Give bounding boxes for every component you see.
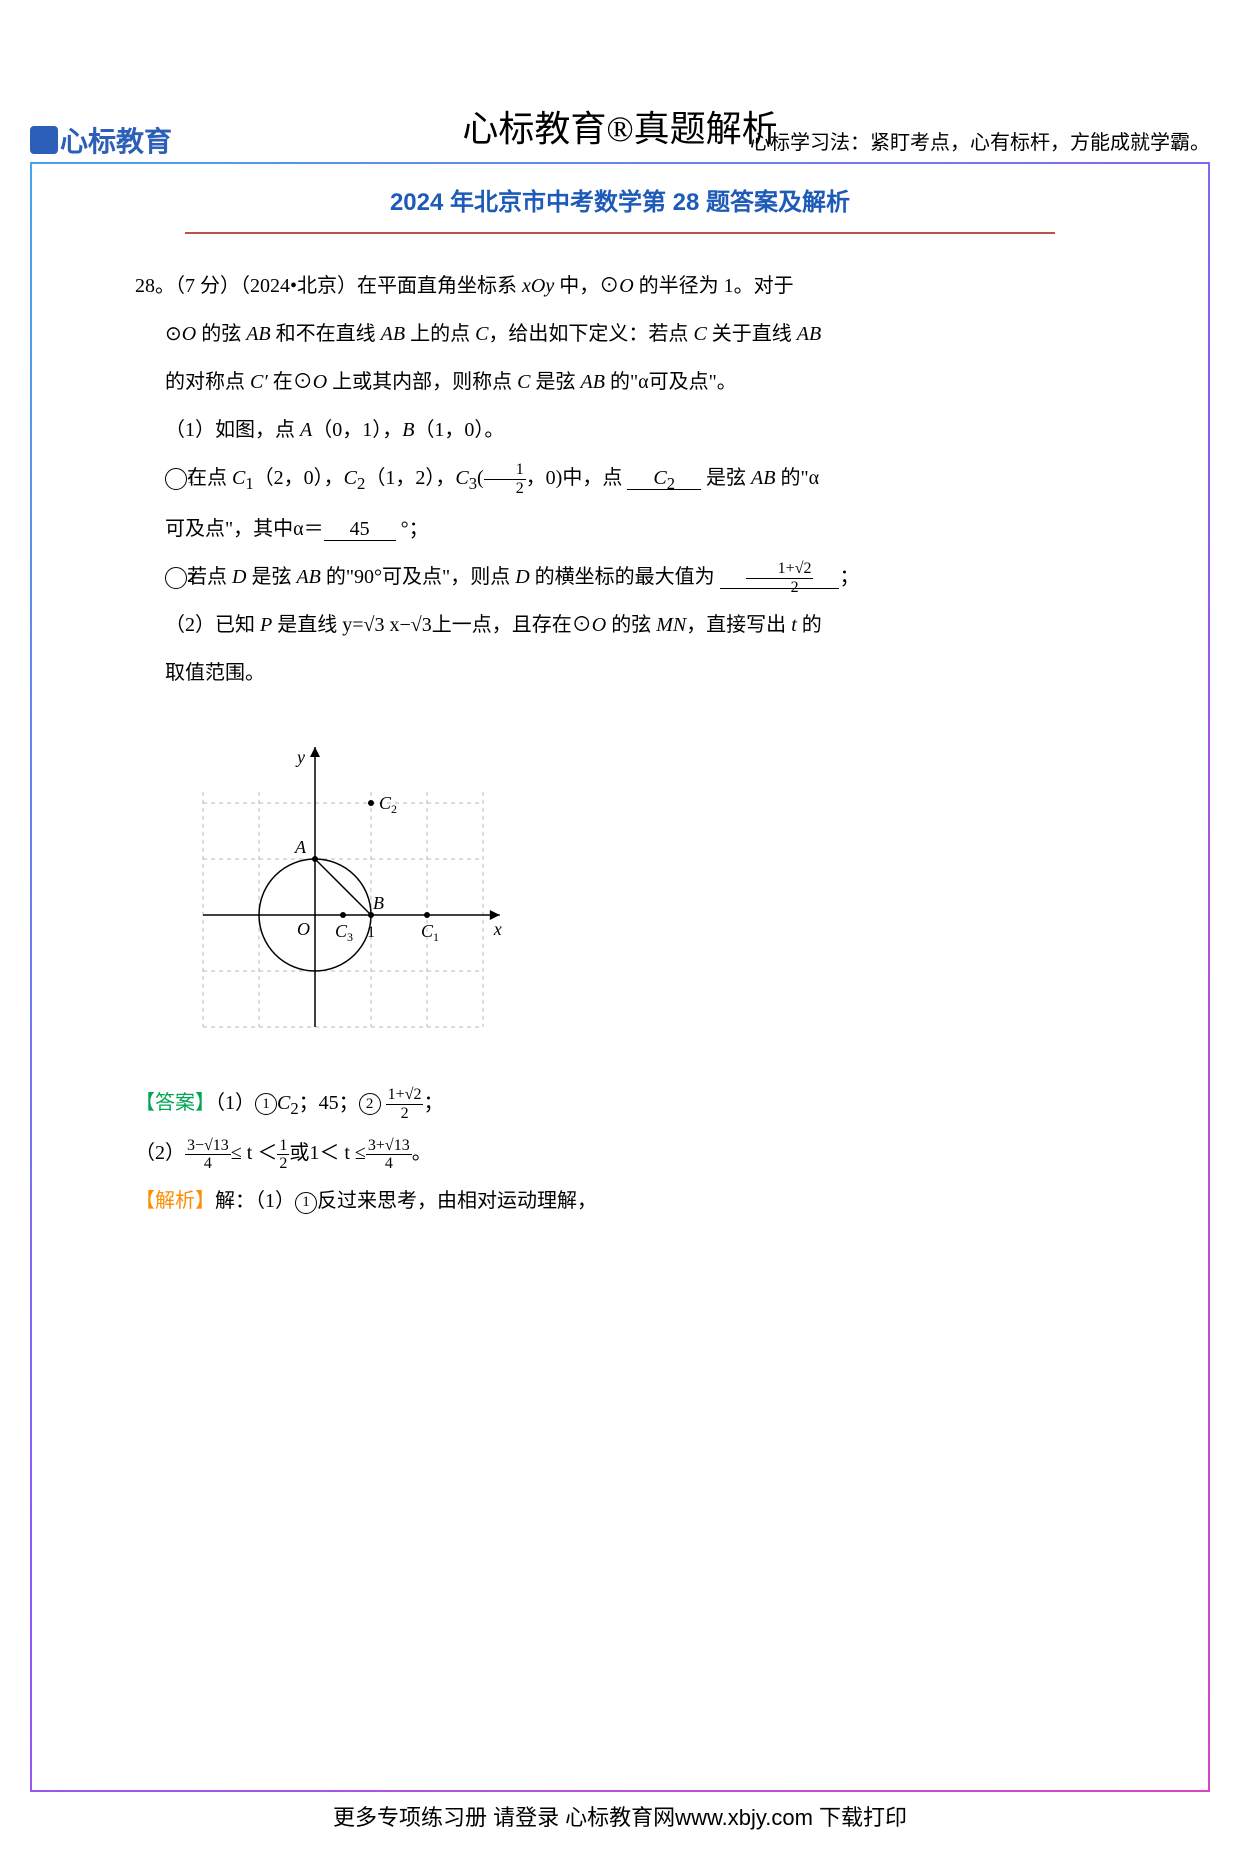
- logo-icon: [30, 126, 58, 154]
- header-tagline: 心标学习法：紧盯考点，心有标杆，方能成就学霸。: [750, 126, 1210, 155]
- page-border: [30, 162, 1210, 1792]
- logo: 心标教育: [30, 120, 185, 160]
- page-header: 心标教育 心标学习法：紧盯考点，心有标杆，方能成就学霸。: [0, 120, 1240, 160]
- footer-text: 更多专项练习册 请登录 心标教育网www.xbjy.com 下载打印: [0, 1800, 1240, 1832]
- logo-text: 心标教育: [60, 120, 172, 160]
